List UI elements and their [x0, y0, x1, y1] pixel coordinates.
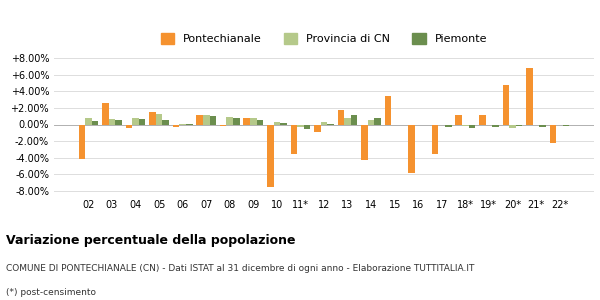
Bar — [556, 124, 563, 125]
Bar — [102, 103, 109, 124]
Bar — [492, 124, 499, 127]
Bar — [220, 124, 226, 126]
Bar — [233, 118, 239, 124]
Bar — [526, 68, 533, 124]
Bar — [92, 121, 98, 124]
Bar — [445, 124, 452, 127]
Text: (*) post-censimento: (*) post-censimento — [6, 288, 96, 297]
Bar — [351, 116, 358, 124]
Bar — [290, 124, 297, 154]
Bar — [257, 120, 263, 124]
Bar — [361, 124, 368, 160]
Bar — [109, 119, 115, 124]
Bar — [439, 124, 445, 125]
Bar — [539, 124, 546, 127]
Text: Variazione percentuale della popolazione: Variazione percentuale della popolazione — [6, 234, 296, 247]
Bar — [209, 116, 216, 124]
Bar — [485, 124, 492, 125]
Bar — [297, 124, 304, 127]
Legend: Pontechianale, Provincia di CN, Piemonte: Pontechianale, Provincia di CN, Piemonte — [157, 28, 491, 49]
Bar — [85, 118, 92, 124]
Bar — [149, 112, 156, 124]
Bar — [338, 110, 344, 124]
Bar — [391, 124, 398, 125]
Bar — [244, 118, 250, 124]
Bar — [321, 122, 327, 124]
Bar — [267, 124, 274, 187]
Bar — [550, 124, 556, 143]
Bar — [280, 123, 287, 124]
Bar — [132, 118, 139, 124]
Bar — [509, 124, 516, 128]
Bar — [374, 118, 381, 124]
Bar — [422, 124, 428, 125]
Bar — [226, 117, 233, 124]
Bar — [139, 119, 145, 124]
Bar — [368, 120, 374, 124]
Bar — [196, 116, 203, 124]
Bar — [163, 119, 169, 124]
Bar — [533, 124, 539, 125]
Bar — [479, 115, 485, 124]
Bar — [409, 124, 415, 172]
Bar — [516, 124, 523, 126]
Bar — [173, 124, 179, 127]
Bar — [462, 124, 469, 126]
Text: COMUNE DI PONTECHIANALE (CN) - Dati ISTAT al 31 dicembre di ogni anno - Elaboraz: COMUNE DI PONTECHIANALE (CN) - Dati ISTA… — [6, 264, 475, 273]
Bar — [125, 124, 132, 128]
Bar — [455, 115, 462, 124]
Bar — [314, 124, 321, 132]
Bar — [469, 124, 475, 128]
Bar — [304, 124, 310, 129]
Bar — [563, 124, 569, 126]
Bar — [156, 114, 163, 124]
Bar — [415, 124, 422, 125]
Bar — [432, 124, 439, 154]
Bar — [274, 122, 280, 124]
Bar — [503, 85, 509, 124]
Bar — [398, 124, 404, 125]
Bar — [79, 124, 85, 159]
Bar — [385, 96, 391, 124]
Bar — [115, 120, 122, 124]
Bar — [250, 118, 257, 124]
Bar — [344, 118, 351, 124]
Bar — [203, 116, 209, 124]
